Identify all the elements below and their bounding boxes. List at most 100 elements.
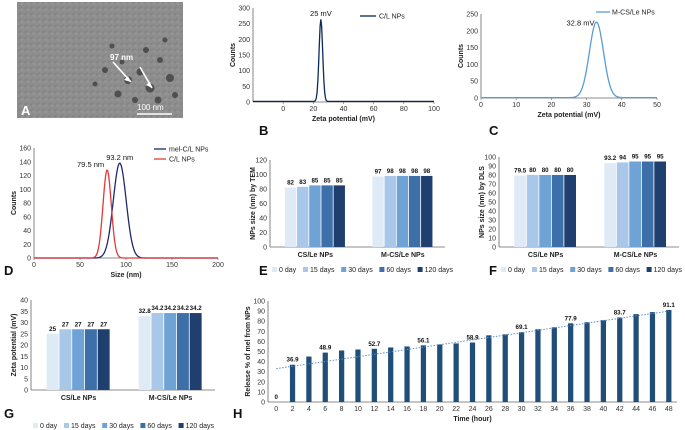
panel-h-bar: [371, 348, 377, 402]
panel-h-y-tick-label: 90: [257, 309, 265, 316]
panel-e-bar: [384, 175, 396, 247]
panel-h-x-tick-label: 18: [420, 406, 428, 413]
panel-d-chart: 0 50 100 150 200 0 20 40 60 80 100 120 140 160 Size (n…: [4, 146, 224, 280]
panel-e-y-tick-label: 80: [259, 187, 267, 194]
panel-g-legend-swatch: [102, 423, 108, 428]
tem-annotation: 97 nm: [110, 53, 133, 62]
panel-h-x-tick-label: 42: [616, 406, 624, 413]
panel-f-data-label: 79.5: [514, 167, 527, 174]
panel-f-legend-label: 120 days: [654, 267, 683, 274]
panel-f-chart: 0 10 20 30 40 50 60 70 80 90 100 NPs size (nm) by D…: [479, 154, 683, 279]
panel-h-bar: [469, 342, 476, 402]
panel-f-y-axis-label: NPs size (nm) by DLS: [479, 166, 486, 238]
panel-h-x-tick-label: 20: [436, 406, 444, 413]
panel-h-x-tick-label: 34: [550, 406, 558, 413]
panel-c-chart: 0 10 20 30 40 50 0 50 100 150 200 250 Zeta potential…: [458, 10, 661, 139]
panel-f-legend-swatch: [646, 267, 652, 272]
tem-scale-label: 100 nm: [137, 103, 164, 112]
panel-f-data-label: 95: [632, 154, 639, 161]
panel-e-y-tick-label: 60: [259, 201, 267, 208]
panel-e-bar: [396, 175, 409, 247]
panel-f-group-label: CS/Le NPs: [528, 252, 564, 259]
panel-g-data-label: 32.8: [139, 308, 152, 315]
panel-d-legend-label-1: mel-C/L NPs: [169, 147, 209, 154]
panel-a-tem-image: 97 nm 100 nm A: [17, 2, 183, 118]
panel-f-data-label: 80: [529, 167, 536, 174]
panel-g-y-axis-label: Zeta potential (mV): [11, 313, 18, 376]
panel-f-y-tick-label: 100: [484, 155, 496, 162]
panel-h-data-label: 77.9: [565, 315, 578, 322]
panel-e-bar: [372, 176, 384, 247]
panel-g-legend-swatch: [140, 423, 146, 428]
panel-h-y-axis-label: Release % of mel from NPs: [245, 306, 252, 396]
panel-e-legend-swatch: [272, 267, 277, 272]
panel-b-x-tick-label: 40: [340, 106, 348, 113]
panel-g-bar: [138, 316, 151, 390]
panel-e-legend-label: 120 days: [425, 267, 454, 274]
panel-g-y-tick-label: 25: [20, 331, 28, 338]
panel-b-legend-label: C/L NPs: [379, 14, 405, 21]
panel-f-bar: [514, 175, 526, 247]
panel-e-label: E: [259, 263, 268, 278]
panel-h-bar: [535, 329, 541, 402]
panel-f-data-label: 93.2: [604, 155, 617, 162]
panel-c-label: C: [489, 123, 499, 138]
panel-h-bar: [551, 327, 557, 402]
panel-g-legend-label: 60 days: [147, 423, 172, 430]
panel-d-y-axis-label: Counts: [11, 191, 18, 215]
panel-g-bar: [59, 329, 72, 390]
panel-h-bar: [617, 317, 623, 402]
panel-g-data-label: 34.2: [177, 305, 190, 312]
panel-g-group-label: M-CS/Le NPs: [149, 395, 193, 402]
panel-c-y-tick-label: 100: [466, 62, 478, 69]
panel-h-x-tick-label: 44: [632, 406, 640, 413]
panel-h-bar: [633, 314, 639, 402]
panel-e-bar: [284, 187, 297, 247]
panel-h-bar: [388, 347, 394, 402]
panel-g-legend-swatch: [33, 423, 38, 428]
panel-e-group-label: M-CS/Le NPs: [381, 252, 425, 259]
panel-d-x-axis-label: Size (nm): [110, 272, 141, 279]
panel-e-y-tick-label: 100: [255, 172, 267, 179]
panel-d-peak-label-2: 79.5 nm: [77, 160, 104, 169]
panel-c-y-tick-label: 0: [474, 96, 478, 103]
panel-h-y-tick-label: 0: [261, 400, 265, 407]
panel-h-x-tick-label: 32: [534, 406, 542, 413]
panel-b-chart: 0 20 40 60 80 100 0 50 100 150 200 250 300 Zeta poten…: [230, 6, 440, 139]
panel-f-bar: [604, 163, 616, 247]
panel-c-legend-label: M-CS/Le NPs: [612, 10, 655, 17]
panel-f-legend-label: 60 days: [615, 267, 640, 274]
panel-f-legend-swatch: [532, 267, 537, 272]
panel-h-x-tick-label: 8: [340, 406, 344, 413]
panel-h-x-tick-label: 12: [370, 406, 378, 413]
panel-d-y-tick-label: 80: [23, 201, 31, 208]
panel-g-data-label: 34.2: [164, 305, 177, 312]
panel-c-y-tick-label: 50: [470, 79, 478, 86]
tem-particles: [92, 37, 178, 104]
panel-g-legend-swatch: [178, 423, 184, 428]
panel-d-x-tick-label: 150: [166, 262, 178, 269]
panel-f-y-tick-label: 0: [492, 245, 496, 252]
panel-h-y-tick-label: 30: [257, 369, 265, 376]
panel-h-data-label: 58.9: [466, 335, 479, 342]
panel-g-legend-label: 30 days: [109, 423, 134, 430]
panel-f-y-tick-label: 20: [488, 227, 496, 234]
panel-g-y-tick-label: 30: [20, 320, 28, 327]
panel-c-x-tick-label: 30: [583, 102, 591, 109]
panel-h-trend-line: [276, 310, 669, 370]
panel-e-y-tick-label: 20: [259, 230, 267, 237]
panel-f-data-label: 80: [567, 167, 574, 174]
panel-g-y-tick-label: 40: [20, 298, 28, 305]
panel-b-y-tick-label: 100: [238, 68, 250, 75]
panel-e-legend-swatch: [417, 267, 423, 272]
panel-h-bar: [339, 350, 345, 402]
panel-h-bar: [486, 335, 492, 402]
panel-c-x-axis-label: Zeta potential (mV): [537, 112, 600, 119]
panel-h-x-tick-label: 28: [501, 406, 509, 413]
panel-d-x-tick-label: 0: [32, 262, 36, 269]
panel-f-legend-label: 0 day: [508, 267, 526, 274]
panel-f-bar: [654, 161, 666, 247]
panel-c-peak-label: 32.8 mV: [567, 18, 595, 27]
panel-h-bar: [355, 349, 361, 402]
